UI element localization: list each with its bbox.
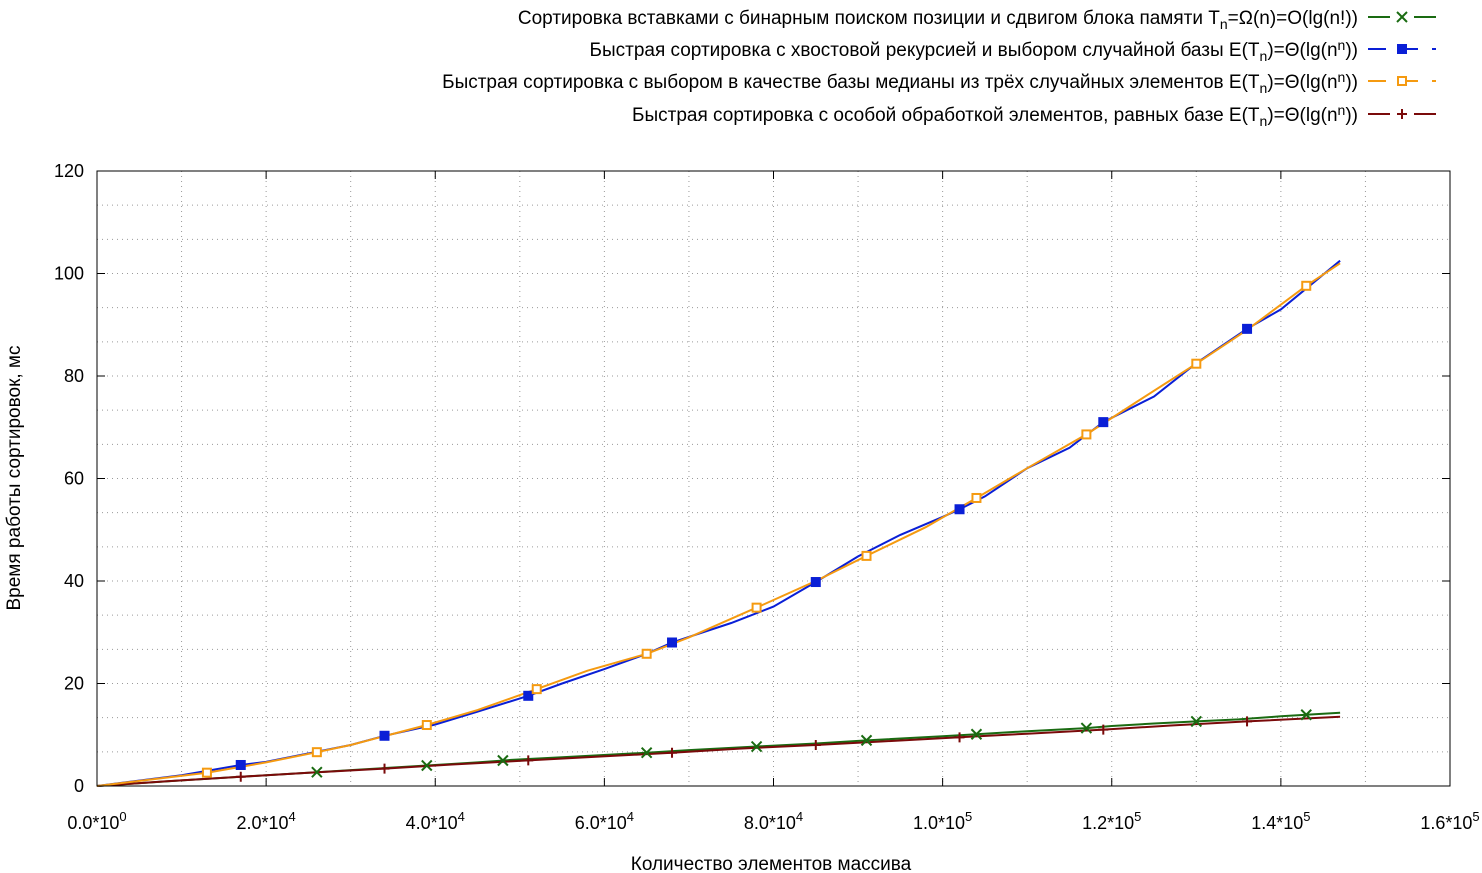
series-4-marker <box>810 740 821 750</box>
x-tick-label: 2.0*104 <box>236 809 295 833</box>
x-tick-label: 1.0*105 <box>913 809 972 833</box>
series-2-marker <box>954 504 965 515</box>
series-2-marker <box>810 577 821 588</box>
x-tick-label: 1.4*105 <box>1251 809 1310 833</box>
series-1-marker <box>860 734 873 747</box>
series-2-marker <box>1242 323 1253 334</box>
series-3-marker <box>751 602 762 613</box>
series-1-marker <box>421 759 433 772</box>
x-axis-label: Количество элементов массива <box>631 854 912 873</box>
series-1-marker <box>1190 715 1203 728</box>
series-4-marker <box>523 755 534 766</box>
series-1-marker <box>1080 722 1093 734</box>
legend-marker-1 <box>1396 11 1408 23</box>
series-1-marker <box>970 728 983 740</box>
y-tick-label: 20 <box>64 674 84 694</box>
series-4-marker <box>1242 716 1253 727</box>
legend-label-2: Быстрая сортировка с хвостовой рекурсией… <box>590 37 1359 64</box>
y-tick-label: 40 <box>64 571 84 591</box>
y-tick-labels: 0 20 40 60 80 100 120 <box>54 161 84 796</box>
y-tick-label: 60 <box>64 469 84 489</box>
series-line-2 <box>96 259 1341 787</box>
legend-marker-4 <box>1397 109 1407 119</box>
series-2-marker <box>235 759 246 770</box>
series-line-4 <box>96 715 1341 787</box>
x-tick-label: 8.0*104 <box>744 809 803 833</box>
x-tick-label: 1.2*105 <box>1082 809 1141 833</box>
series-4-marker <box>1098 724 1109 735</box>
x-tick-label: 0.0*100 <box>67 809 126 833</box>
legend: Сортировка вставками с бинарным поиском … <box>442 8 1436 129</box>
series-1-marker <box>640 746 653 759</box>
grid-lines <box>97 171 1450 786</box>
series-3-marker <box>531 684 542 695</box>
legend-label-4: Быстрая сортировка с особой обработкой э… <box>632 102 1358 129</box>
series-3-marker <box>641 648 652 659</box>
series-3-marker <box>421 720 432 731</box>
axis-ticks <box>96 170 1451 787</box>
series-4-marker <box>954 732 965 743</box>
series-3-marker <box>201 767 212 778</box>
series-lines <box>96 259 1341 787</box>
series-2-marker <box>667 637 678 648</box>
series-1-marker <box>750 740 763 753</box>
x-tick-label: 1.6*105 <box>1420 809 1479 833</box>
series-2-marker <box>379 730 390 741</box>
series-2-marker <box>1098 417 1109 428</box>
series-4-marker <box>667 747 678 758</box>
legend-label-3: Быстрая сортировка с выбором в качестве … <box>442 69 1358 96</box>
series-markers <box>201 280 1312 782</box>
series-4-marker <box>379 763 390 774</box>
y-tick-label: 80 <box>64 366 84 386</box>
series-1-marker <box>1300 709 1312 721</box>
x-tick-label: 4.0*104 <box>406 809 465 833</box>
series-3-marker <box>1081 429 1092 440</box>
series-3-marker <box>1301 280 1312 291</box>
series-line-3 <box>96 262 1341 787</box>
series-3-marker <box>311 747 322 758</box>
series-3-marker <box>971 492 982 503</box>
x-tick-label: 6.0*104 <box>575 809 634 833</box>
series-4-marker <box>235 771 246 782</box>
y-tick-label: 120 <box>54 161 84 181</box>
x-tick-labels: 0.0*100 2.0*104 4.0*104 6.0*104 8.0*104 1.0*1… <box>67 809 1479 833</box>
legend-marker-2 <box>1397 44 1407 54</box>
legend-marker-3 <box>1397 76 1407 86</box>
legend-label-1: Сортировка вставками с бинарным поиском … <box>518 8 1358 32</box>
y-tick-label: 100 <box>54 264 84 284</box>
series-1-marker <box>311 766 323 778</box>
series-2-marker <box>523 690 534 701</box>
series-1-marker <box>497 754 509 767</box>
series-3-marker <box>861 550 872 561</box>
y-tick-label: 0 <box>74 776 84 796</box>
series-3-marker <box>1191 358 1202 369</box>
y-axis-label: Время работы сортировок, мс <box>4 346 25 611</box>
